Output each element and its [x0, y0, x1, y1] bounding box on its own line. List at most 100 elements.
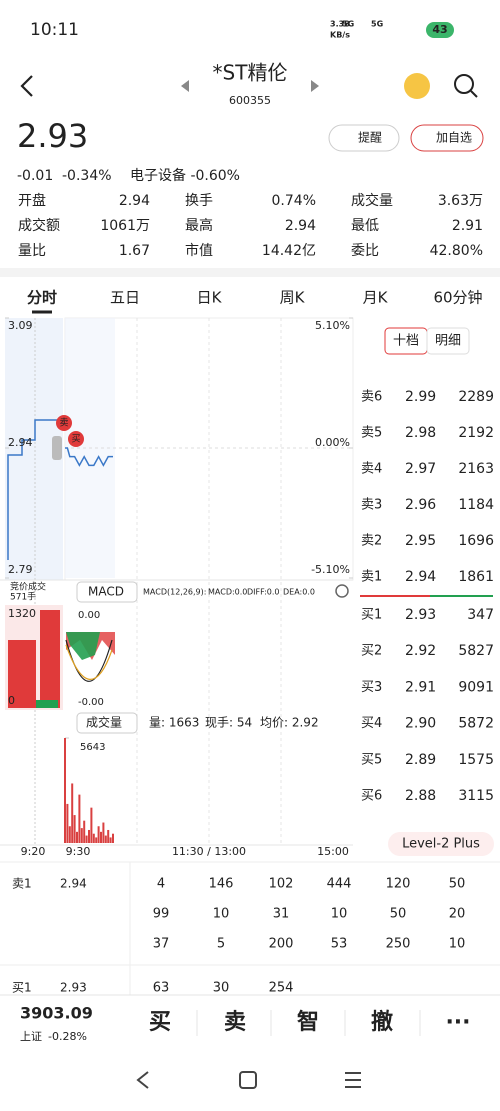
period-tab[interactable]: 日K	[197, 289, 223, 307]
stat-value: 2.91	[452, 218, 483, 234]
ask-price: 2.94	[405, 569, 436, 585]
watch-button[interactable]	[410, 124, 484, 152]
next-stock[interactable]	[311, 80, 319, 92]
time-label: 15:00	[317, 845, 349, 858]
trade-marker	[68, 431, 84, 447]
queue-volume: 200	[269, 937, 294, 952]
nav-home[interactable]	[239, 1071, 257, 1089]
bid-volume: 5872	[458, 716, 494, 732]
macd-value: MACD:0.0	[208, 588, 247, 597]
tab-detail[interactable]	[426, 327, 470, 355]
bid-label: 买3	[361, 680, 382, 695]
remind-button[interactable]	[328, 124, 400, 152]
queue-volume: 20	[449, 907, 466, 922]
period-tab[interactable]: 分时	[27, 289, 57, 307]
ask-label: 卖2	[361, 534, 382, 549]
volume-bar	[76, 831, 78, 843]
bid-label: 买2	[361, 644, 382, 659]
trade-button[interactable]: 卖	[224, 1009, 246, 1035]
level2-button[interactable]	[388, 832, 494, 856]
bid-volume: 9091	[458, 679, 494, 695]
queue-volume: 31	[273, 907, 290, 922]
trade-button[interactable]: ···	[445, 1010, 470, 1035]
stat-value: 2.94	[285, 218, 316, 234]
period-tab[interactable]: 月K	[363, 289, 389, 307]
battery-level: 43	[432, 23, 447, 36]
y-tick-label: 2.94	[8, 436, 33, 449]
queue-label: 买1	[12, 981, 32, 995]
volume-name[interactable]: 成交量	[86, 715, 122, 730]
nav-back[interactable]	[136, 1071, 149, 1089]
tab-label[interactable]: 十档	[393, 334, 419, 349]
avatar-icon[interactable]	[404, 73, 430, 99]
macd-selector[interactable]	[76, 581, 138, 603]
volume-selector[interactable]	[76, 712, 138, 734]
drag-handle[interactable]	[52, 436, 62, 460]
stat-label: 开盘	[18, 192, 46, 209]
volume-amount: 量: 1663	[149, 716, 199, 730]
auction-bar	[8, 640, 36, 708]
stat-value: 14.42亿	[262, 243, 316, 259]
queue-volume: 53	[331, 937, 348, 952]
stat-label: 成交量	[351, 192, 393, 209]
time-label: 9:30	[66, 845, 91, 858]
bid-volume: 3115	[458, 788, 494, 804]
ask-label: 卖1	[361, 570, 382, 585]
period-tab[interactable]: 五日	[110, 289, 140, 307]
stock-name: *ST精伦	[213, 61, 288, 85]
signal: 5G	[342, 20, 354, 29]
trade-marker	[56, 415, 72, 431]
queue-volume: 10	[331, 907, 348, 922]
search-button[interactable]	[454, 74, 474, 94]
y2-tick-label: 0.00%	[315, 436, 350, 449]
tab-label[interactable]: 明细	[435, 334, 461, 349]
queue-volume: 102	[269, 877, 294, 892]
volume-bar	[102, 822, 105, 843]
volume-bar	[95, 837, 98, 843]
back-button[interactable]	[20, 75, 33, 97]
volume-bar	[66, 803, 69, 843]
settings-icon[interactable]	[335, 584, 349, 598]
level2-label[interactable]: Level-2 Plus	[402, 837, 480, 852]
net-speed: 3.38	[330, 20, 350, 29]
period-tab[interactable]: 周K	[280, 289, 306, 307]
diff-line	[65, 639, 113, 682]
price: 2.93	[17, 117, 88, 155]
stat-label: 市值	[185, 242, 213, 259]
bid-price: 2.91	[405, 679, 436, 695]
status-time: 10:11	[30, 20, 79, 40]
ask-price: 2.95	[405, 533, 436, 549]
queue-volume: 50	[390, 907, 407, 922]
period-tab[interactable]: 60分钟	[433, 289, 482, 307]
y2-tick-label: -5.10%	[311, 563, 350, 576]
macd-params: MACD(12,26,9):	[143, 588, 206, 597]
auction-bar	[40, 610, 60, 708]
watch-label[interactable]: 加自选	[436, 131, 472, 145]
nav-menu[interactable]	[345, 1072, 361, 1088]
auction-volume: 571手	[10, 591, 36, 603]
macd-tick: 0.00	[78, 610, 100, 621]
time-label: 11:30 / 13:00	[172, 845, 246, 858]
macd-name[interactable]: MACD	[88, 585, 124, 599]
stat-label: 量比	[18, 243, 46, 259]
auction-label: 竞价成交	[10, 581, 46, 593]
trade-button[interactable]: 买	[149, 1010, 171, 1035]
index-value: 3903.09	[20, 1004, 93, 1023]
queue-volume: 10	[449, 937, 466, 952]
trade-button[interactable]: 智	[297, 1009, 319, 1035]
change: -0.01	[17, 168, 53, 184]
remind-label[interactable]: 提醒	[358, 130, 382, 145]
trade-marker-label: 买	[71, 434, 80, 445]
ask-volume: 1696	[458, 533, 494, 549]
volume-hand: 现手: 54	[205, 716, 252, 730]
queue-volume: 50	[449, 877, 466, 892]
volume-bar	[109, 837, 112, 843]
volume-bar	[78, 794, 81, 843]
stat-value: 1061万	[100, 218, 150, 234]
prev-stock[interactable]	[181, 80, 189, 92]
ask-price: 2.96	[405, 497, 436, 513]
bid-label: 买4	[361, 716, 382, 731]
battery	[426, 22, 454, 38]
trade-button[interactable]: 撤	[371, 1009, 393, 1035]
